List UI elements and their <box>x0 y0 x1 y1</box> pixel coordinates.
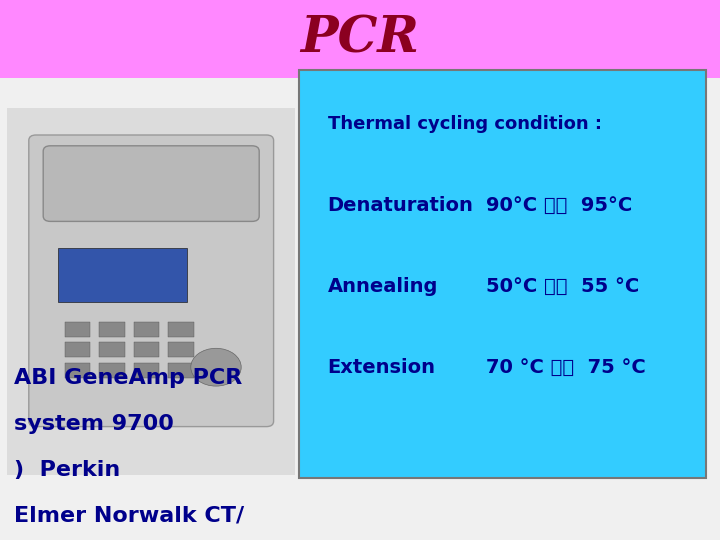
Text: Annealing: Annealing <box>328 276 438 296</box>
Bar <box>134 363 159 378</box>
Bar <box>0 0 720 78</box>
FancyBboxPatch shape <box>43 146 259 221</box>
FancyBboxPatch shape <box>29 135 274 427</box>
Text: Extension: Extension <box>328 357 436 377</box>
Text: Thermal cycling condition :: Thermal cycling condition : <box>328 115 602 133</box>
Text: PCR: PCR <box>300 15 420 64</box>
Text: Elmer Norwalk CT/: Elmer Norwalk CT/ <box>14 505 245 526</box>
Bar <box>99 363 125 378</box>
Text: )  Perkin: ) Perkin <box>14 460 121 480</box>
Bar <box>0 78 720 540</box>
Bar <box>168 342 194 357</box>
Text: 70 °C ถง  75 °C: 70 °C ถง 75 °C <box>486 357 646 377</box>
Text: system 9700: system 9700 <box>14 414 174 434</box>
Bar <box>65 363 90 378</box>
Text: Denaturation: Denaturation <box>328 195 474 215</box>
Bar <box>7 108 295 475</box>
Bar <box>168 322 194 337</box>
Bar <box>58 248 187 302</box>
Bar <box>65 342 90 357</box>
Circle shape <box>191 348 241 386</box>
Bar <box>65 322 90 337</box>
Bar <box>168 363 194 378</box>
Bar <box>99 322 125 337</box>
Bar <box>134 322 159 337</box>
Text: ABI GeneAmp PCR: ABI GeneAmp PCR <box>14 368 243 388</box>
Text: 50°C ถง  55 °C: 50°C ถง 55 °C <box>486 276 639 296</box>
Bar <box>99 342 125 357</box>
Text: 90°C ถง  95°C: 90°C ถง 95°C <box>486 195 632 215</box>
Bar <box>134 342 159 357</box>
Bar <box>299 70 706 478</box>
